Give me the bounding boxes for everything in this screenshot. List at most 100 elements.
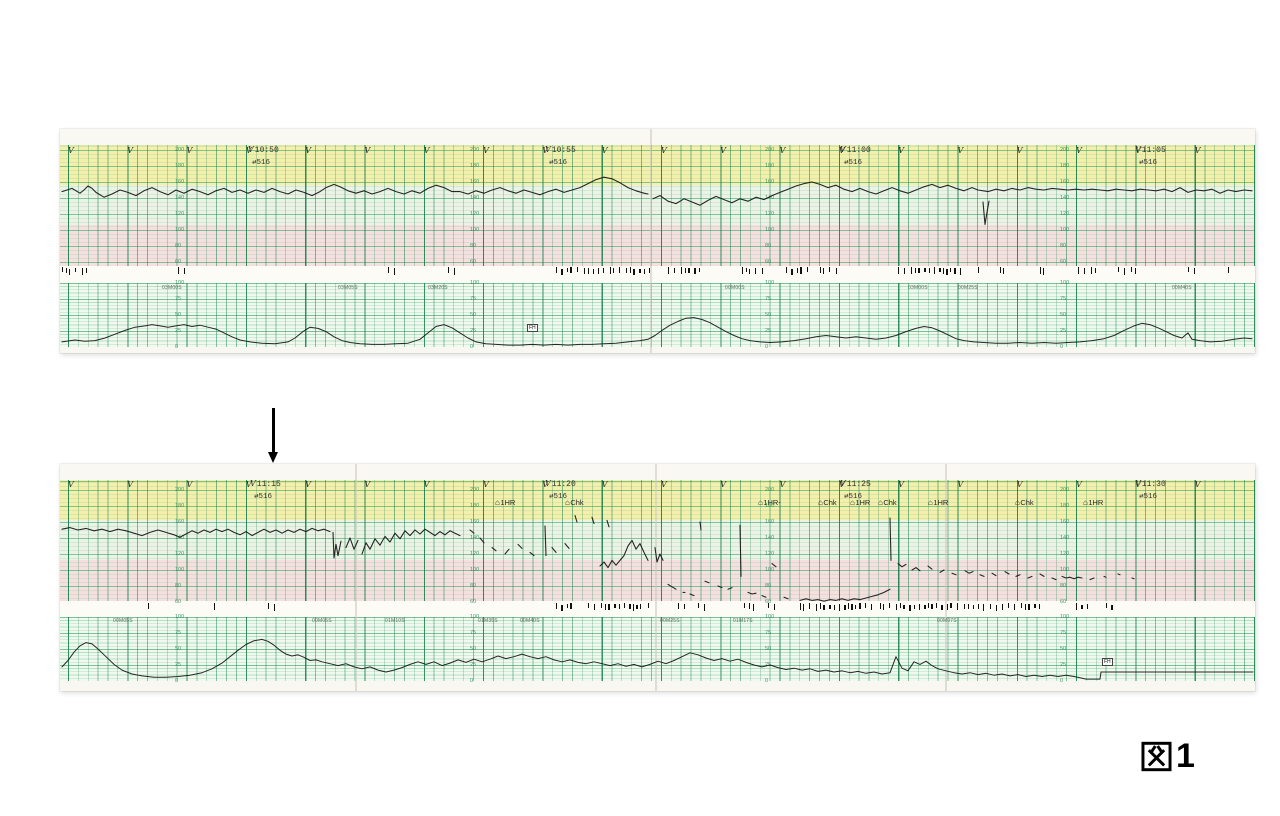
fetal-movement-mark [603,268,605,273]
fetal-movement-mark [918,267,920,274]
fetal-movement-mark [610,267,612,274]
fetal-movement-mark [556,267,558,273]
fetal-movement-mark [583,268,586,274]
toco-scale-label: 75 [470,630,477,636]
fetal-movement-mark [1118,267,1120,272]
toco-grid-area [60,283,1255,347]
duration-label: 01M35S [478,618,498,624]
alarm-annotation: ⌂Chk [1015,498,1034,507]
fetal-movement-mark [859,603,861,609]
alarm-annotation: ⌂Chk [878,498,897,507]
ctg-strip-2-traces [61,515,1254,680]
fetal-movement-mark [803,604,805,611]
duration-label: 03M00S [908,285,928,291]
ctg-strip-1: V V V V V V V V V V V V V V V V V V V V V10:50 ⇄516 V10:55 ⇄516… [60,129,1255,353]
fhr-trace [939,569,945,573]
fhr-scale-label: 200 [1060,487,1070,493]
fhr-scale-label: 140 [470,535,480,541]
fhr-trace [761,595,767,598]
figure-number: 1 [1176,737,1195,775]
fetal-movement-mark [624,603,626,608]
fetal-movement-mark [895,604,898,610]
event-flag-icon: V [305,146,311,155]
fhr-scale-label: 80 [1060,583,1067,589]
time-text: 11:20 [551,480,576,489]
arrow-shaft [272,408,275,454]
fetal-movement-mark [1106,603,1108,608]
fhr-scale-label: 120 [765,551,775,557]
event-flag-icon: V [545,479,551,488]
event-flag-icon: V [898,480,904,489]
fhr-scale-label: 100 [765,227,775,233]
paper-bottom-margin [60,347,1255,353]
fetal-movement-mark [639,268,641,273]
fetal-movement-mark [74,267,77,273]
fhr-scale-label: 140 [765,195,775,201]
toco-scale-label: 50 [1060,646,1067,652]
fetal-movement-mark [698,267,700,273]
fetal-movement-mark [640,603,642,610]
fhr-trace [717,585,723,589]
fhr-scale-label: 180 [175,163,185,169]
alarm-label: 1HR [500,498,516,507]
event-flag-icon: V [127,146,134,155]
fhr-scale-label: 120 [175,551,185,557]
fetal-movement-mark [855,604,857,610]
fhr-trace [982,200,990,225]
fhr-scale-label: 100 [1060,227,1070,233]
fetal-movement-mark [833,604,835,611]
fetal-movement-mark [924,604,926,610]
time-text: 10:55 [551,146,576,155]
fhr-trace [332,531,342,559]
fetal-movement-mark [678,603,680,609]
fetal-movement-mark [774,604,776,610]
fetal-movement-mark [800,603,802,610]
event-flag-icon: V [779,146,786,155]
fhr-scale-label: 160 [765,519,775,525]
fhr-trace [897,563,907,568]
fetal-movement-mark [1043,268,1045,275]
fetal-movement-mark [649,268,651,273]
device-label: ⇄516 [549,493,568,501]
fhr-scale-label: 160 [175,519,185,525]
toco-scale-label: 75 [765,630,772,636]
toco-trace [61,638,1254,680]
fhr-trace [1061,575,1083,580]
fetal-movement-mark [62,267,64,272]
toco-scale-label: 75 [175,296,182,302]
fhr-scale-label: 160 [470,519,480,525]
ctg-strip-1-traces [61,176,1253,346]
alarm-bell-icon: ⌂ [758,498,763,507]
fhr-trace [783,596,789,600]
fetal-movement-mark [903,604,905,610]
event-flag-icon: V [1135,479,1141,488]
fetal-movement-mark [883,604,885,610]
fetal-movement-mark [950,603,952,608]
event-flag-icon: V [248,145,254,154]
device-label: ⇄516 [1139,493,1158,501]
fhr-scale-label: 100 [470,227,480,233]
toco-scale-label: 0 [175,344,179,350]
event-flag-icon: V [1076,146,1082,155]
fetal-movement-mark [748,603,750,609]
event-flag-icon: V [305,480,311,489]
fetal-movement-mark [889,603,891,608]
toco-scale-label: 50 [470,312,477,318]
fetal-movement-mark [592,268,595,275]
fhr-scale-label: 200 [765,487,775,493]
boxed-mark: FH [1102,658,1113,666]
fhr-scale-label: 180 [470,163,480,169]
down-arrow-icon [267,408,279,465]
fetal-movement-mark [1025,604,1027,610]
fetal-movement-mark [619,267,621,273]
event-flag-icon: V [661,146,667,155]
alarm-annotation: ⌂1HR [1083,498,1103,507]
event-flag-icon: V [250,479,256,488]
fetal-movement-mark [618,603,620,610]
fetal-movement-mark [1090,267,1093,274]
fhr-scale-label: 100 [765,567,775,573]
duration-label: 03M05S [338,285,358,291]
paper-bottom-margin [60,681,1255,691]
fhr-trace [504,548,510,555]
toco-scale-label: 50 [765,646,772,652]
